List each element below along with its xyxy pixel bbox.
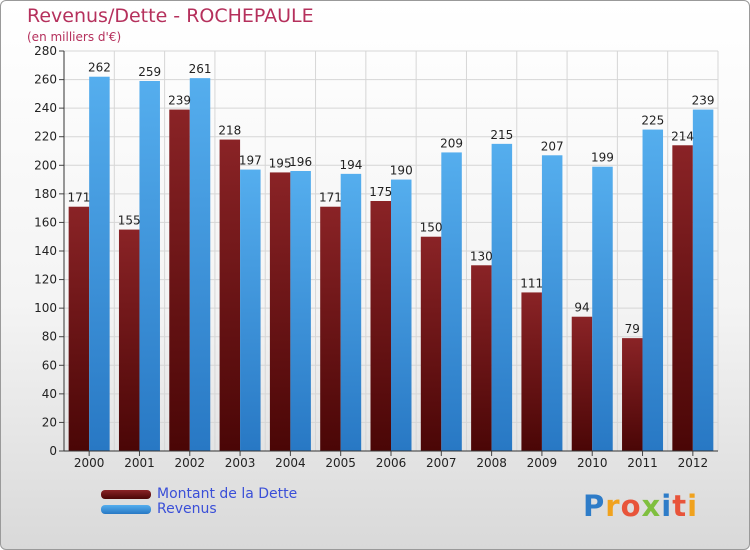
bar-revenue <box>139 81 160 451</box>
bar-debt <box>672 145 693 452</box>
value-label: 94 <box>574 301 589 315</box>
value-label: 195 <box>269 156 292 170</box>
logo-letter: i <box>661 489 673 523</box>
bar-debt <box>420 236 442 451</box>
value-label: 175 <box>369 185 392 199</box>
bar-layer <box>68 76 714 452</box>
legend-swatch-debt <box>101 490 151 499</box>
value-label: 171 <box>67 191 90 205</box>
value-label: 155 <box>118 214 141 228</box>
x-tick-label: 2003 <box>225 456 256 470</box>
legend-swatch-revenue <box>101 505 151 514</box>
y-tick-label: 100 <box>34 301 57 315</box>
y-tick-label: 180 <box>34 187 57 201</box>
bar-revenue <box>692 109 714 452</box>
y-tick-label: 280 <box>34 44 57 58</box>
bar-debt <box>370 201 391 451</box>
y-tick-label: 200 <box>34 158 57 172</box>
logo-letter: x <box>641 489 662 523</box>
legend-label-debt: Montant de la Dette <box>157 486 298 502</box>
y-tick-label: 140 <box>34 244 57 258</box>
value-label: 218 <box>218 124 241 138</box>
x-tick-label: 2011 <box>627 456 658 470</box>
x-tick-label: 2008 <box>476 456 507 470</box>
bar-revenue <box>491 143 513 451</box>
value-label: 197 <box>239 154 262 168</box>
bar-revenue <box>391 179 412 452</box>
y-tick-label: 240 <box>34 101 57 115</box>
x-tick-label: 2006 <box>376 456 407 470</box>
bar-revenue <box>189 78 211 452</box>
bar-debt <box>622 338 643 451</box>
chart-title: Revenus/Dette - ROCHEPAULE <box>27 5 314 27</box>
y-tick-label: 0 <box>49 444 57 458</box>
value-label: 262 <box>88 61 111 75</box>
x-tick-label: 2000 <box>74 456 105 470</box>
bar-debt <box>571 316 593 451</box>
bar-revenue <box>642 129 664 452</box>
value-label: 209 <box>440 136 463 150</box>
y-tick-label: 20 <box>42 415 57 429</box>
value-label: 171 <box>319 191 342 205</box>
value-label: 130 <box>470 249 493 263</box>
value-label: 111 <box>520 276 543 290</box>
bar-revenue <box>592 166 613 451</box>
x-tick-label: 2012 <box>678 456 709 470</box>
x-tick-label: 2002 <box>174 456 205 470</box>
bar-revenue <box>340 173 362 451</box>
value-label: 196 <box>289 155 312 169</box>
bar-debt <box>471 265 492 451</box>
legend-label-revenue: Revenus <box>157 501 217 517</box>
value-label: 207 <box>541 139 564 153</box>
bar-debt <box>118 229 140 451</box>
proxiti-logo: Proxiti <box>583 489 698 523</box>
value-label: 215 <box>490 128 513 142</box>
y-tick-label: 260 <box>34 73 57 87</box>
logo-letter: o <box>620 489 642 523</box>
value-label: 259 <box>138 65 161 79</box>
value-label: 194 <box>339 158 362 172</box>
value-label: 214 <box>671 129 694 143</box>
x-tick-label: 2001 <box>124 456 155 470</box>
bar-debt <box>169 109 190 452</box>
x-tick-label: 2009 <box>527 456 558 470</box>
logo-letter: P <box>583 489 606 523</box>
bar-revenue <box>89 76 110 451</box>
value-label: 239 <box>168 94 191 108</box>
x-tick-label: 2004 <box>275 456 306 470</box>
value-label: 199 <box>591 151 614 165</box>
bar-revenue <box>240 169 261 452</box>
value-label: 261 <box>189 62 212 76</box>
y-tick-label: 80 <box>42 330 57 344</box>
value-label: 190 <box>390 164 413 178</box>
bar-revenue <box>541 155 563 452</box>
value-label: 79 <box>625 322 640 336</box>
bar-revenue <box>290 171 311 451</box>
bar-revenue <box>441 152 462 451</box>
value-label: 239 <box>692 94 715 108</box>
chart-subtitle: (en milliers d'€) <box>27 30 122 44</box>
y-tick-label: 160 <box>34 215 57 229</box>
value-label: 225 <box>641 114 664 128</box>
axis-layer: 0 20 40 60 80 100 120 140 160 180 200 220 240 260 280 2… <box>34 44 718 470</box>
y-tick-label: 220 <box>34 130 57 144</box>
x-tick-label: 2005 <box>325 456 356 470</box>
x-tick-label: 2007 <box>426 456 457 470</box>
bar-debt <box>219 139 241 452</box>
y-tick-label: 60 <box>42 358 57 372</box>
logo-letter: r <box>605 489 621 523</box>
y-tick-label: 120 <box>34 273 57 287</box>
bar-debt <box>68 206 90 451</box>
y-tick-label: 40 <box>42 387 57 401</box>
bar-debt <box>521 292 542 451</box>
bar-debt <box>269 172 291 451</box>
x-tick-label: 2010 <box>577 456 608 470</box>
logo-letter: i <box>687 489 699 523</box>
bar-debt <box>320 206 341 451</box>
value-label: 150 <box>420 221 443 235</box>
logo-letter: t <box>672 489 688 523</box>
